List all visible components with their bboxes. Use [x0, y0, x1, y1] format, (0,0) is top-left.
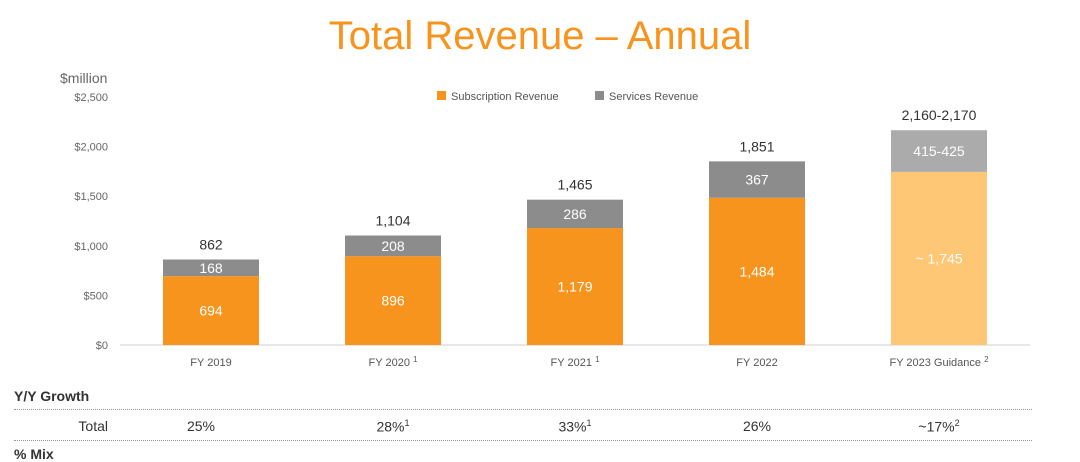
total-value-label: 2,160-2,170 — [902, 107, 977, 123]
total-value-label: 1,851 — [739, 138, 774, 154]
subscription-bar — [709, 197, 805, 345]
services-value-label: 367 — [745, 172, 769, 188]
subscription-bar — [345, 256, 441, 345]
services-value-label: 286 — [563, 206, 587, 222]
total-value-label: 1,104 — [375, 212, 410, 228]
subscription-value-label: 1,484 — [739, 263, 774, 279]
revenue-chart: $0 $500 $1,000 $1,500 $2,000 $2,500 694 168 862… — [74, 91, 1030, 369]
legend-subscription-label: Subscription Revenue — [451, 91, 559, 103]
yoy-growth-header: Y/Y Growth — [14, 388, 90, 404]
legend-subscription-swatch — [437, 91, 446, 100]
subscription-bar — [891, 171, 987, 345]
y-tick-label: $2,500 — [74, 92, 108, 104]
y-tick-label: $1,500 — [74, 191, 108, 203]
total-value-label: 862 — [199, 236, 223, 252]
services-bar — [527, 199, 623, 229]
growth-value: 26% — [742, 418, 772, 434]
category-label: FY 2022 — [736, 357, 777, 369]
growth-row-label: Total — [78, 418, 108, 434]
growth-divider-top — [14, 409, 1032, 410]
growth-divider-bottom — [14, 440, 1032, 441]
services-value-label: 415-425 — [913, 143, 965, 159]
category-label: FY 2023 Guidance 2 — [889, 355, 989, 369]
services-bar — [709, 161, 805, 198]
y-tick-label: $2,000 — [74, 142, 108, 154]
category-label: FY 2021 1 — [551, 355, 600, 369]
growth-value: 28%1 — [376, 418, 410, 435]
growth-value: ~17%2 — [918, 418, 960, 435]
total-value-label: 1,465 — [557, 177, 592, 193]
services-bar — [345, 235, 441, 257]
y-tick-label: $0 — [96, 340, 108, 352]
subscription-value-label: ~ 1,745 — [915, 250, 962, 266]
growth-value: 25% — [186, 418, 216, 434]
subscription-bar — [527, 228, 623, 345]
services-value-label: 208 — [381, 238, 405, 254]
unit-label: $million — [60, 70, 108, 86]
category-label: FY 2020 1 — [369, 355, 418, 369]
services-value-label: 168 — [199, 260, 223, 276]
y-tick-label: $1,000 — [74, 241, 108, 253]
chart-title: Total Revenue – Annual — [328, 14, 752, 58]
legend-services-swatch — [595, 91, 604, 100]
y-tick-label: $500 — [84, 290, 108, 302]
subscription-value-label: 694 — [199, 303, 223, 319]
subscription-bar — [163, 276, 259, 345]
services-bar — [163, 259, 259, 277]
growth-value: 33%1 — [558, 418, 592, 435]
subscription-value-label: 1,179 — [557, 279, 592, 295]
mix-header: % Mix — [14, 446, 54, 462]
legend-services-label: Services Revenue — [609, 91, 698, 103]
subscription-value-label: 896 — [381, 293, 405, 309]
services-bar — [891, 130, 987, 172]
category-label: FY 2019 — [190, 357, 231, 369]
